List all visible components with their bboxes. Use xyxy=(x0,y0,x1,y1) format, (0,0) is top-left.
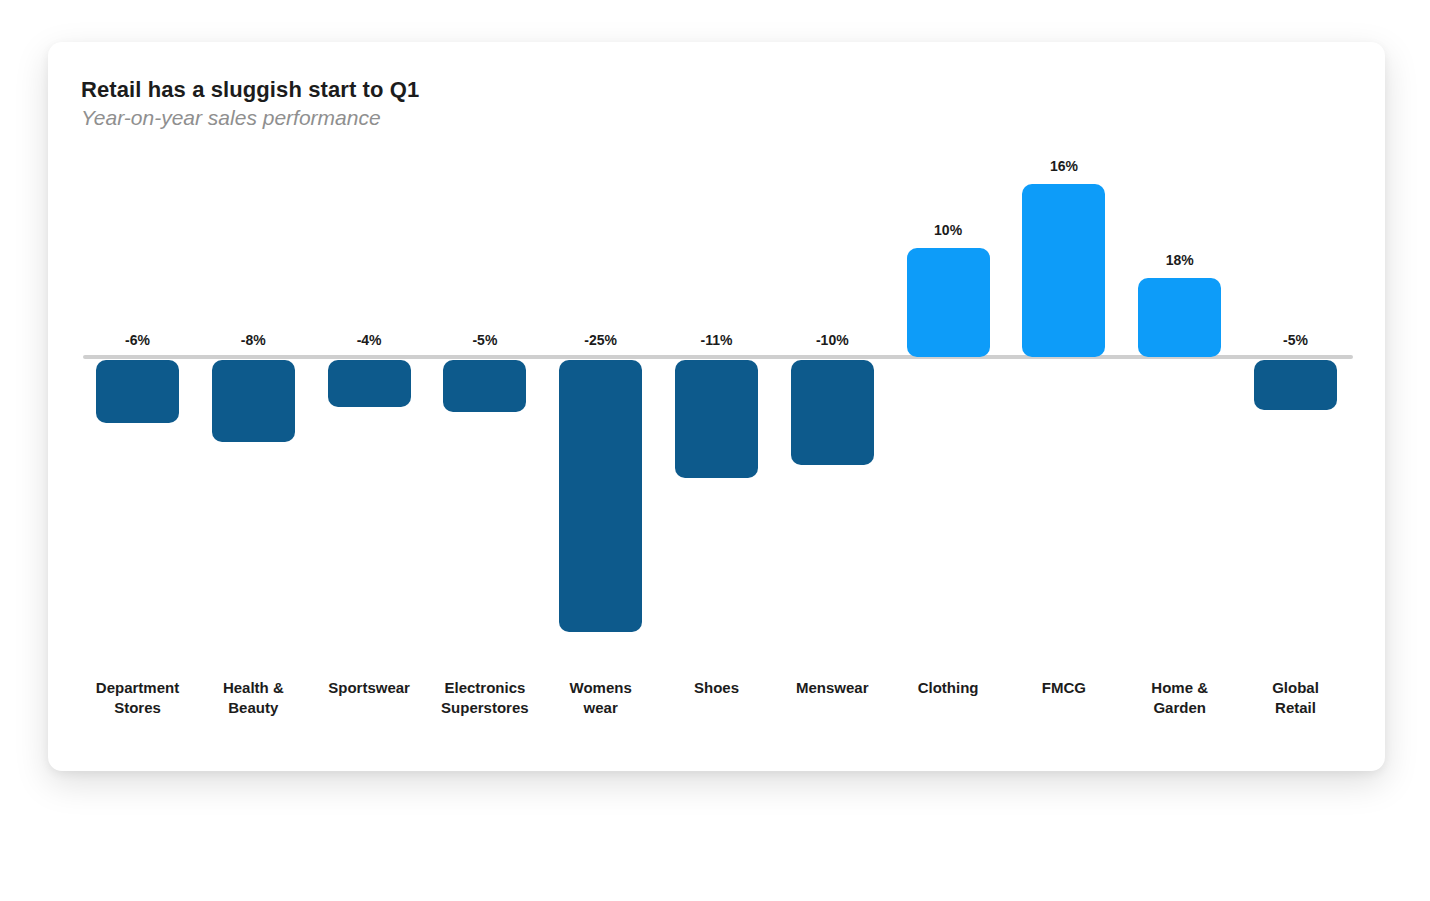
bar-shoes xyxy=(675,360,758,478)
bar-chart: -6% DepartmentStores -8% Health &Beauty -4% S… xyxy=(48,42,1385,771)
category-label: Menswear xyxy=(770,678,894,698)
value-label: -6% xyxy=(78,331,198,349)
value-label: -11% xyxy=(657,331,777,349)
bar-clothing xyxy=(907,248,990,357)
bar-fmcg xyxy=(1022,184,1105,357)
category-label: Home &Garden xyxy=(1118,678,1242,718)
category-label: GlobalRetail xyxy=(1234,678,1358,718)
category-label: Shoes xyxy=(655,678,779,698)
value-label: -5% xyxy=(425,331,545,349)
value-label: -25% xyxy=(541,331,661,349)
bar-electronics-superstores xyxy=(443,360,526,412)
value-label: -10% xyxy=(772,331,892,349)
category-label: Clothing xyxy=(886,678,1010,698)
bar-home-garden xyxy=(1138,278,1221,357)
bar-menswear xyxy=(791,360,874,465)
category-label: Health &Beauty xyxy=(191,678,315,718)
value-label: -5% xyxy=(1236,331,1356,349)
chart-card: Retail has a sluggish start to Q1 Year-o… xyxy=(48,42,1385,771)
category-label: ElectronicsSuperstores xyxy=(423,678,547,718)
value-label: 16% xyxy=(1004,157,1124,175)
value-label: 18% xyxy=(1120,251,1240,269)
value-label: 10% xyxy=(888,221,1008,239)
bar-global-retail xyxy=(1254,360,1337,410)
bar-womens-wear xyxy=(559,360,642,632)
category-label: FMCG xyxy=(1002,678,1126,698)
category-label: Womenswear xyxy=(539,678,663,718)
category-label: Sportswear xyxy=(307,678,431,698)
bar-health-beauty xyxy=(212,360,295,442)
value-label: -8% xyxy=(193,331,313,349)
bar-sportswear xyxy=(328,360,411,407)
bar-department-stores xyxy=(96,360,179,423)
category-label: DepartmentStores xyxy=(76,678,200,718)
value-label: -4% xyxy=(309,331,429,349)
